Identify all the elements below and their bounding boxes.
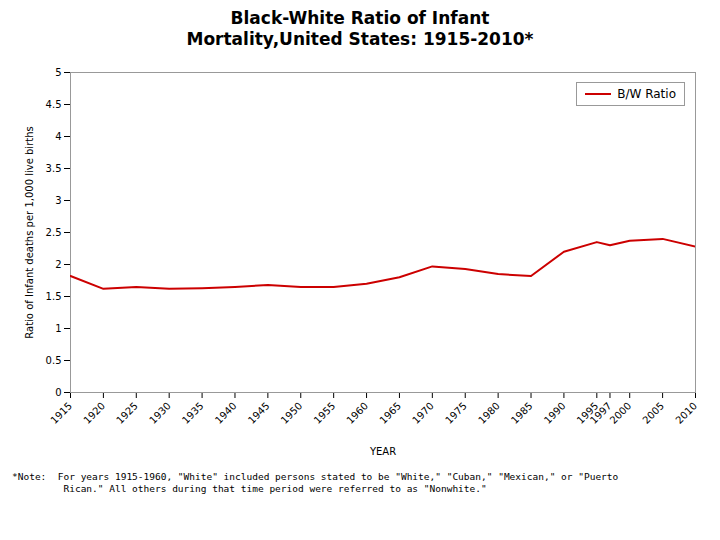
svg-text:1940: 1940 — [213, 400, 239, 426]
svg-text:Ratio of Infant deaths per 1,0: Ratio of Infant deaths per 1,000 live bi… — [24, 126, 35, 338]
svg-text:4: 4 — [55, 130, 61, 141]
svg-text:1.5: 1.5 — [46, 290, 62, 301]
svg-text:1930: 1930 — [147, 400, 173, 426]
svg-text:5: 5 — [55, 66, 61, 77]
svg-text:1985: 1985 — [509, 400, 535, 426]
svg-text:1920: 1920 — [81, 400, 107, 426]
svg-text:2005: 2005 — [641, 400, 667, 426]
svg-text:1980: 1980 — [476, 400, 502, 426]
svg-text:1970: 1970 — [410, 400, 436, 426]
svg-text:4.5: 4.5 — [46, 98, 62, 109]
svg-text:1995: 1995 — [574, 399, 601, 426]
svg-text:0: 0 — [55, 386, 61, 397]
svg-text:3: 3 — [55, 194, 61, 205]
svg-text:1975: 1975 — [443, 400, 469, 426]
svg-text:0.5: 0.5 — [46, 354, 62, 365]
svg-text:1990: 1990 — [542, 400, 568, 426]
svg-text:1955: 1955 — [312, 400, 338, 426]
svg-text:1997: 1997 — [588, 400, 614, 426]
svg-text:3.5: 3.5 — [46, 162, 62, 173]
html-text:B/W Ratio: B/W Ratio — [617, 86, 676, 101]
svg-text:2000: 2000 — [608, 400, 634, 426]
svg-text:2.5: 2.5 — [46, 226, 62, 237]
svg-text:2010: 2010 — [673, 400, 699, 426]
svg-text:2: 2 — [55, 258, 61, 269]
svg-text:1945: 1945 — [246, 400, 272, 426]
svg-text:1950: 1950 — [279, 400, 305, 426]
svg-text:1: 1 — [55, 322, 61, 333]
svg-text:1965: 1965 — [377, 400, 403, 426]
svg-text:1915: 1915 — [48, 400, 74, 426]
svg-text:1925: 1925 — [114, 400, 140, 426]
html-text:*Note: For years 1915-1960, "W: *Note: For years 1915-1960, "White" incl… — [12, 470, 619, 494]
html-text:Black-White Ratio of Infant Mo: Black-White Ratio of Infant Mortality,Un… — [186, 8, 534, 50]
svg-text:YEAR: YEAR — [369, 445, 396, 456]
svg-text:1935: 1935 — [180, 400, 206, 426]
svg-text:1960: 1960 — [344, 400, 370, 426]
